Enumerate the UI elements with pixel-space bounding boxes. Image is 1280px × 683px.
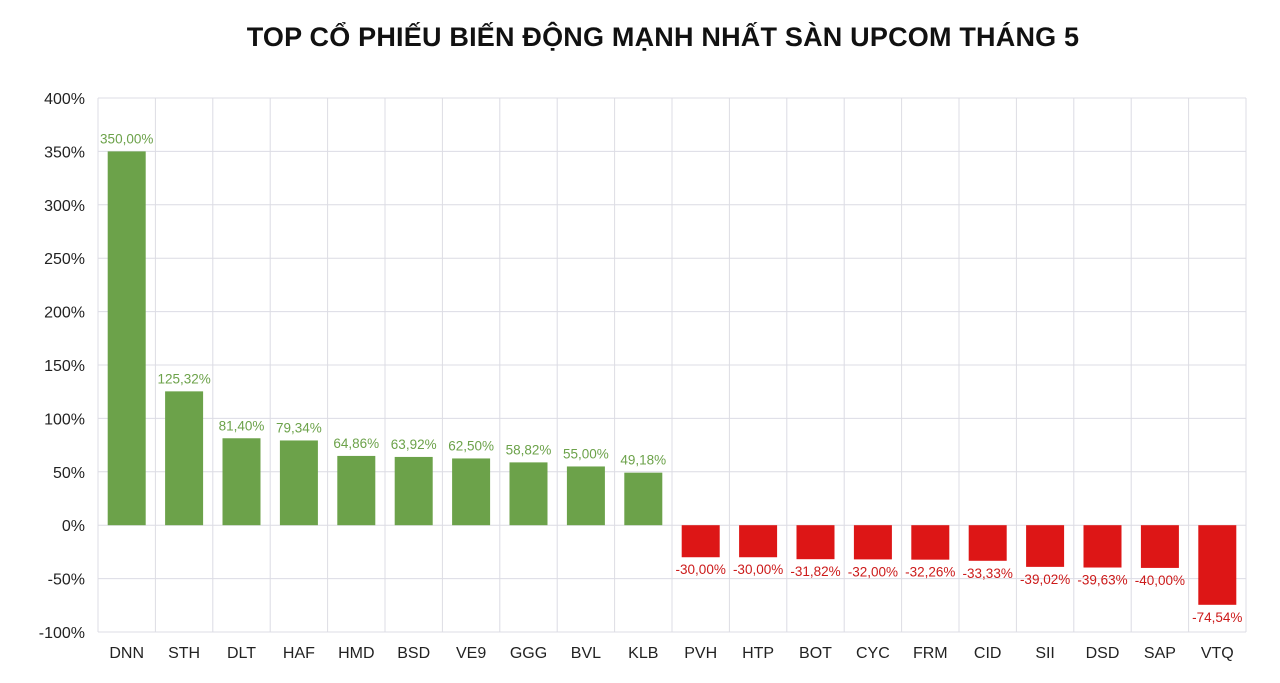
y-tick-label: 0% xyxy=(62,518,85,535)
data-label: -30,00% xyxy=(733,562,783,577)
x-category-label: HMD xyxy=(338,645,374,662)
y-tick-label: 400% xyxy=(44,91,85,108)
data-label: 81,40% xyxy=(219,418,265,433)
bar-dsd xyxy=(1083,525,1122,568)
bar-pvh xyxy=(681,525,720,558)
bar-ve9 xyxy=(452,458,491,526)
bar-haf xyxy=(279,440,318,526)
x-category-label: FRM xyxy=(913,645,948,662)
x-category-label: DNN xyxy=(109,645,144,662)
y-tick-label: 250% xyxy=(44,251,85,268)
x-category-label: HAF xyxy=(283,645,315,662)
data-label: 63,92% xyxy=(391,437,437,452)
x-category-label: STH xyxy=(168,645,200,662)
x-category-label: BOT xyxy=(799,645,832,662)
y-tick-label: 300% xyxy=(44,198,85,215)
data-label: -30,00% xyxy=(676,562,726,577)
data-label: 62,50% xyxy=(448,438,494,453)
bar-cyc xyxy=(853,525,892,560)
bar-sth xyxy=(165,391,204,526)
data-label: -74,54% xyxy=(1192,610,1242,625)
data-label: 49,18% xyxy=(620,453,666,468)
bar-vtq xyxy=(1198,525,1237,605)
x-category-label: KLB xyxy=(628,645,658,662)
x-category-label: CID xyxy=(974,645,1002,662)
x-category-label: DSD xyxy=(1086,645,1120,662)
data-label: -39,63% xyxy=(1077,573,1127,588)
chart-title: TOP CỔ PHIẾU BIẾN ĐỘNG MẠNH NHẤT SÀN UPC… xyxy=(246,22,1080,52)
bar-bsd xyxy=(394,456,433,526)
y-tick-label: -100% xyxy=(39,625,85,642)
x-category-label: HTP xyxy=(742,645,774,662)
data-label: 58,82% xyxy=(506,442,552,457)
data-label: 125,32% xyxy=(157,371,210,386)
data-label: -39,02% xyxy=(1020,572,1070,587)
bar-frm xyxy=(911,525,950,560)
y-tick-label: 100% xyxy=(44,411,85,428)
x-category-label: DLT xyxy=(227,645,256,662)
x-category-label: SII xyxy=(1035,645,1055,662)
data-label: -32,26% xyxy=(905,565,955,580)
data-label: 55,00% xyxy=(563,446,609,461)
x-category-label: VTQ xyxy=(1201,645,1234,662)
data-label: 64,86% xyxy=(333,436,379,451)
x-category-label: VE9 xyxy=(456,645,486,662)
y-tick-label: -50% xyxy=(48,572,85,589)
x-category-label: SAP xyxy=(1144,645,1176,662)
data-label: 79,34% xyxy=(276,420,322,435)
x-category-label: PVH xyxy=(684,645,717,662)
bar-ggg xyxy=(509,462,548,526)
data-label: -33,33% xyxy=(963,566,1013,581)
bar-sap xyxy=(1140,525,1179,568)
x-category-label: BVL xyxy=(571,645,601,662)
y-tick-label: 150% xyxy=(44,358,85,375)
y-tick-label: 50% xyxy=(53,465,85,482)
bar-dnn xyxy=(107,151,146,526)
y-tick-label: 350% xyxy=(44,144,85,161)
data-label: -31,82% xyxy=(790,564,840,579)
bar-klb xyxy=(624,472,663,526)
bar-htp xyxy=(739,525,778,558)
x-category-label: GGG xyxy=(510,645,547,662)
x-category-label: BSD xyxy=(397,645,430,662)
data-label: -40,00% xyxy=(1135,573,1185,588)
bar-dlt xyxy=(222,438,261,526)
x-category-label: CYC xyxy=(856,645,890,662)
bar-bot xyxy=(796,525,835,560)
data-label: -32,00% xyxy=(848,564,898,579)
bar-hmd xyxy=(337,455,376,526)
bar-sii xyxy=(1026,525,1065,567)
bar-bvl xyxy=(566,466,605,526)
data-label: 350,00% xyxy=(100,131,153,146)
y-tick-label: 200% xyxy=(44,305,85,322)
bar-cid xyxy=(968,525,1007,561)
